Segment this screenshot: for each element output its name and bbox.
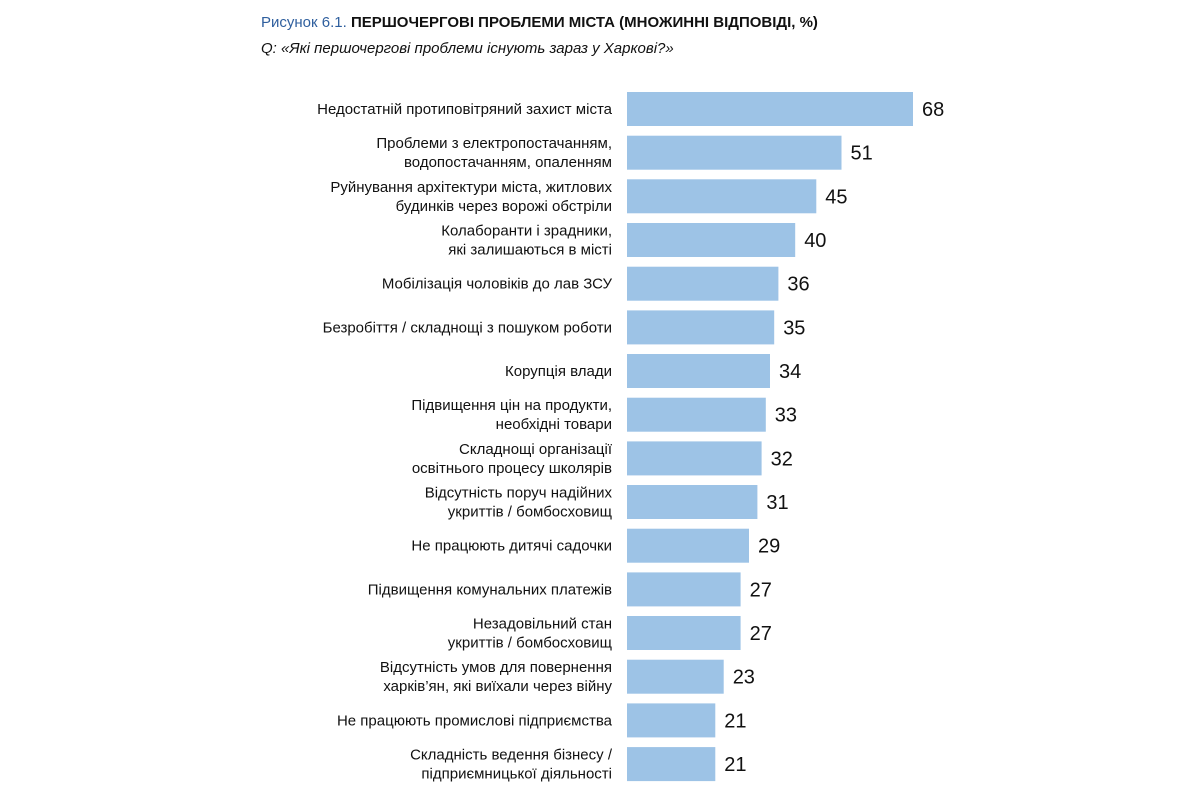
category-label-line: які залишаються в місті	[448, 242, 612, 259]
bar-12	[627, 572, 741, 607]
value-label-10: 31	[766, 492, 788, 514]
bar-1	[627, 92, 913, 126]
figure-number: Рисунок 6.1.	[261, 14, 347, 31]
category-label-line: Складнощі організації	[459, 441, 613, 458]
category-label-line: Мобілізація чоловіків до лав ЗСУ	[382, 276, 613, 293]
value-label-11: 29	[758, 536, 780, 558]
category-label-line: Незадовільний стан	[473, 616, 612, 633]
bar-6	[627, 310, 775, 345]
category-label-line: Складність ведення бізнесу /	[410, 747, 613, 764]
category-label-line: Не працюють дитячі садочки	[411, 538, 612, 555]
category-label-line: водопостачанням, опаленням	[404, 154, 612, 171]
category-label-line: харків’ян, які виїхали через війну	[383, 678, 612, 695]
category-label-12: Підвищення комунальних платежів	[368, 581, 612, 598]
category-label-6: Безробіття / складнощі з пошуком роботи	[323, 319, 612, 336]
value-label-8: 33	[775, 405, 797, 427]
bar-11	[627, 528, 749, 563]
category-label-line: Руйнування архітектури міста, житлових	[330, 179, 612, 196]
category-label-line: Проблеми з електропостачанням,	[376, 135, 612, 152]
category-label-line: укриттів / бомбосховищ	[448, 504, 612, 521]
category-label-line: Не працюють промислові підприємства	[337, 712, 613, 729]
value-label-4: 40	[804, 230, 826, 252]
bar-3	[627, 179, 817, 214]
value-label-9: 32	[771, 448, 793, 470]
category-label-line: Безробіття / складнощі з пошуком роботи	[323, 319, 612, 336]
category-label-8: Підвищення цін на продукти, необхідні тов…	[411, 397, 612, 433]
category-label-line: підприємницької діяльності	[421, 766, 612, 783]
value-label-14: 23	[733, 667, 755, 689]
value-label-5: 36	[787, 274, 809, 296]
value-label-1: 68	[922, 99, 944, 121]
category-label-line: укриттів / бомбосховищ	[448, 635, 612, 652]
bar-8	[627, 397, 766, 432]
category-label-line: будинків через ворожі обстріли	[396, 198, 612, 215]
chart-title: ПЕРШОЧЕРГОВІ ПРОБЛЕМИ МІСТА (МНОЖИННІ ВІ…	[350, 14, 818, 31]
value-label-7: 34	[779, 361, 801, 383]
bar-2	[627, 135, 842, 170]
category-label-10: Відсутність поруч надійних укриттів / бом…	[425, 485, 613, 521]
value-label-6: 35	[783, 317, 805, 339]
value-label-2: 51	[851, 143, 873, 165]
category-label-5: Мобілізація чоловіків до лав ЗСУ	[382, 276, 613, 293]
category-label-line: освітнього процесу школярів	[412, 460, 612, 477]
category-label-line: Колаборанти і зрадники,	[441, 223, 612, 240]
bar-9	[627, 441, 762, 476]
value-label-13: 27	[750, 623, 772, 645]
category-label-1: Недостатній протиповітряний захист міста	[317, 101, 613, 118]
value-label-15: 21	[724, 710, 746, 732]
category-label-line: Недостатній протиповітряний захист міста	[317, 101, 613, 118]
category-label-line: Підвищення цін на продукти,	[411, 397, 612, 414]
category-label-7: Корупція влади	[505, 363, 612, 380]
category-label-11: Не працюють дитячі садочки	[411, 538, 612, 555]
bar-7	[627, 354, 770, 388]
survey-question: Q: «Які першочергові проблеми існують за…	[261, 40, 674, 57]
category-label-14: Відсутність умов для повернення харків’ян…	[380, 659, 613, 695]
figure-title: Рисунок 6.1. ПЕРШОЧЕРГОВІ ПРОБЛЕМИ МІСТА…	[261, 14, 818, 31]
category-label-line: Відсутність умов для повернення	[380, 659, 612, 676]
bar-15	[627, 703, 716, 738]
value-label-12: 27	[750, 579, 772, 601]
category-label-line: Відсутність поруч надійних	[425, 485, 613, 502]
bar-10	[627, 485, 758, 519]
category-label-3: Руйнування архітектури міста, житлових бу…	[330, 179, 612, 215]
category-label-line: Корупція влади	[505, 363, 612, 380]
category-label-2: Проблеми з електропостачанням, водопостач…	[376, 135, 612, 171]
category-label-line: Підвищення комунальних платежів	[368, 581, 612, 598]
bar-4	[627, 223, 796, 257]
bar-5	[627, 266, 779, 301]
category-label-15: Не працюють промислові підприємства	[337, 712, 613, 729]
bar-14	[627, 659, 724, 694]
category-label-4: Колаборанти і зрадники, які залишаються в…	[441, 223, 612, 259]
category-label-9: Складнощі організації освітнього процесу …	[412, 441, 613, 477]
category-label-line: необхідні товари	[496, 416, 612, 433]
bar-16	[627, 747, 716, 782]
category-label-13: Незадовільний стан укриттів / бомбосховищ	[448, 616, 612, 652]
value-label-16: 21	[724, 754, 746, 776]
bar-13	[627, 616, 741, 650]
category-label-16: Складність ведення бізнесу / підприємниць…	[410, 747, 613, 783]
value-label-3: 45	[825, 186, 847, 208]
